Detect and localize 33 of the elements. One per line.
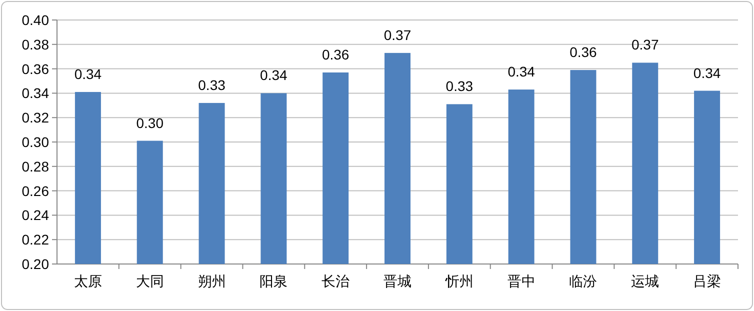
x-tick-label: 晋城: [384, 273, 412, 289]
y-tick-label: 0.24: [22, 207, 50, 224]
data-label: 0.37: [384, 26, 412, 43]
x-tick-label: 吕梁: [693, 273, 722, 289]
x-tick-label: 临汾: [569, 273, 598, 289]
y-tick-label: 0.22: [22, 232, 50, 248]
data-label: 0.30: [136, 114, 164, 131]
y-tick-label: 0.20: [22, 256, 50, 272]
data-label: 0.33: [446, 78, 474, 94]
x-tick-label: 晋中: [507, 273, 536, 289]
x-tick-label: 阳泉: [260, 273, 288, 289]
x-tick-label: 忻州: [444, 273, 474, 289]
y-tick-label: 0.30: [22, 134, 50, 150]
data-label: 0.33: [198, 76, 226, 93]
x-tick-label: 运城: [631, 273, 660, 289]
y-tick-label: 0.26: [22, 182, 50, 199]
x-tick-label: 大同: [136, 273, 164, 289]
data-label: 0.34: [260, 67, 288, 84]
data-label: 0.36: [322, 46, 350, 62]
x-tick-label: 太原: [74, 273, 102, 289]
data-label: 0.34: [74, 66, 102, 82]
y-tick-label: 0.40: [22, 12, 50, 28]
y-tick-label: 0.28: [22, 158, 50, 174]
y-tick-label: 0.36: [22, 60, 50, 77]
y-tick-label: 0.32: [22, 110, 50, 126]
data-label: 0.34: [693, 64, 721, 81]
y-tick-label: 0.34: [22, 85, 50, 102]
data-label: 0.36: [570, 44, 598, 60]
data-label: 0.37: [632, 36, 659, 53]
x-tick-label: 朔州: [198, 273, 226, 289]
data-label: 0.34: [508, 64, 536, 80]
x-tick-label: 长治: [322, 273, 350, 289]
y-tick-label: 0.38: [22, 36, 50, 52]
